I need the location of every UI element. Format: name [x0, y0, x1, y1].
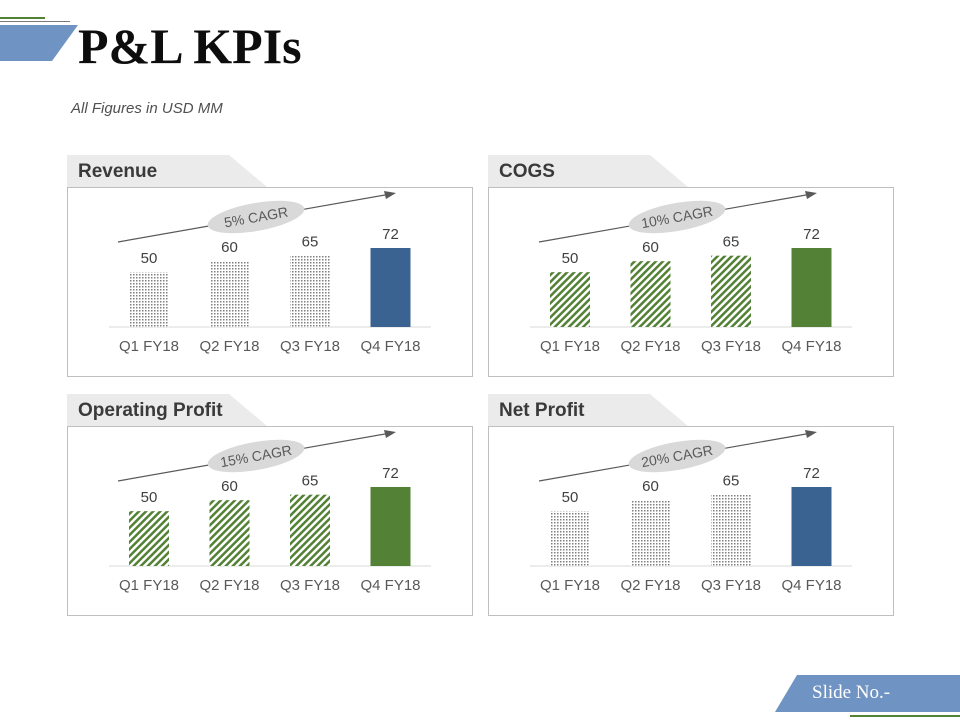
- revenue-chart: 5% CAGR 50 Q1 FY18 60 Q2 FY18 65 Q3 FY18 72 Q4 F…: [109, 191, 431, 355]
- slide-number: Slide No.-: [812, 682, 891, 703]
- bar-1: [129, 272, 169, 327]
- category-label: Q3 FY18: [701, 338, 761, 355]
- panel-tab: [67, 394, 267, 426]
- category-label: Q2 FY18: [620, 338, 680, 355]
- category-label: Q1 FY18: [119, 338, 179, 355]
- chart-panel-net-profit: Net Profit 20% CAGR 50 Q1 FY18 60 Q2 FY18 65 Q…: [488, 394, 908, 624]
- category-label: Q3 FY18: [701, 577, 761, 594]
- bar-1: [129, 511, 169, 566]
- category-label: Q2 FY18: [199, 577, 259, 594]
- net-profit-chart: 20% CAGR 50 Q1 FY18 60 Q2 FY18 65 Q3 FY18 72 Q4 …: [530, 430, 852, 594]
- chart-panel-operating-profit: Operating Profit 15% CAGR 50 Q1 FY18 60 Q2 F…: [67, 394, 487, 624]
- chart-title: Operating Profit: [78, 400, 223, 421]
- category-label: Q2 FY18: [620, 577, 680, 594]
- bar-3: [290, 255, 330, 327]
- category-label: Q4 FY18: [360, 577, 420, 594]
- footer-accent-line: [850, 715, 960, 717]
- data-label: 60: [642, 478, 659, 495]
- cagr-badge: 15% CAGR: [207, 439, 305, 473]
- bar-2: [209, 500, 250, 566]
- data-label: 50: [562, 250, 579, 267]
- data-label: 60: [221, 478, 238, 495]
- category-label: Q1 FY18: [119, 577, 179, 594]
- bar-3: [711, 494, 751, 566]
- bar-4: [370, 248, 411, 327]
- data-label: 65: [723, 234, 740, 251]
- cagr-badge: 5% CAGR: [207, 200, 305, 234]
- category-label: Q4 FY18: [360, 338, 420, 355]
- category-label: Q1 FY18: [540, 338, 600, 355]
- data-label: 60: [221, 239, 238, 256]
- data-label: 50: [141, 489, 158, 506]
- data-label: 65: [723, 473, 740, 490]
- data-label: 50: [141, 250, 158, 267]
- chart-title: Net Profit: [499, 400, 585, 421]
- header-accent-line: [0, 17, 45, 19]
- bar-1: [550, 511, 590, 566]
- chart-title: COGS: [499, 161, 555, 182]
- data-label: 50: [562, 489, 579, 506]
- data-label: 65: [302, 473, 319, 490]
- data-label: 60: [642, 239, 659, 256]
- data-label: 72: [382, 465, 399, 482]
- operating-profit-chart: 15% CAGR 50 Q1 FY18 60 Q2 FY18 65 Q3 FY18 72 Q4 …: [109, 430, 431, 594]
- bar-2: [209, 261, 250, 327]
- category-label: Q2 FY18: [199, 338, 259, 355]
- chart-panel-revenue: Revenue 5% CAGR 50 Q1 FY18 60 Q2 FY18 65 Q3 FY…: [67, 155, 487, 385]
- data-label: 65: [302, 234, 319, 251]
- data-label: 72: [803, 465, 820, 482]
- cogs-chart: 10% CAGR 50 Q1 FY18 60 Q2 FY18 65 Q3 FY18 72 Q4 …: [530, 191, 852, 355]
- panel-tab: [488, 394, 688, 426]
- category-label: Q4 FY18: [781, 338, 841, 355]
- bar-3: [711, 255, 751, 327]
- bar-1: [550, 272, 590, 327]
- panel-tab: [67, 155, 267, 187]
- bar-4: [370, 487, 411, 566]
- cagr-badge: 20% CAGR: [628, 439, 726, 473]
- panel-tab: [488, 155, 688, 187]
- category-label: Q1 FY18: [540, 577, 600, 594]
- bar-2: [630, 500, 671, 566]
- data-label: 72: [382, 226, 399, 243]
- chart-panel-cogs: COGS 10% CAGR 50 Q1 FY18 60 Q2 FY18 65 Q3 FY18…: [488, 155, 908, 385]
- category-label: Q3 FY18: [280, 577, 340, 594]
- units-note: All Figures in USD MM: [71, 100, 223, 117]
- footer-band: [775, 675, 960, 712]
- category-label: Q4 FY18: [781, 577, 841, 594]
- data-label: 72: [803, 226, 820, 243]
- bar-4: [791, 248, 832, 327]
- header-accent-band: [0, 25, 78, 61]
- cagr-badge: 10% CAGR: [628, 200, 726, 234]
- category-label: Q3 FY18: [280, 338, 340, 355]
- bar-3: [290, 494, 330, 566]
- bar-2: [630, 261, 671, 327]
- bar-4: [791, 487, 832, 566]
- chart-title: Revenue: [78, 161, 158, 182]
- header-accent-line-2: [0, 21, 70, 22]
- page-title: P&L KPIs: [78, 18, 302, 74]
